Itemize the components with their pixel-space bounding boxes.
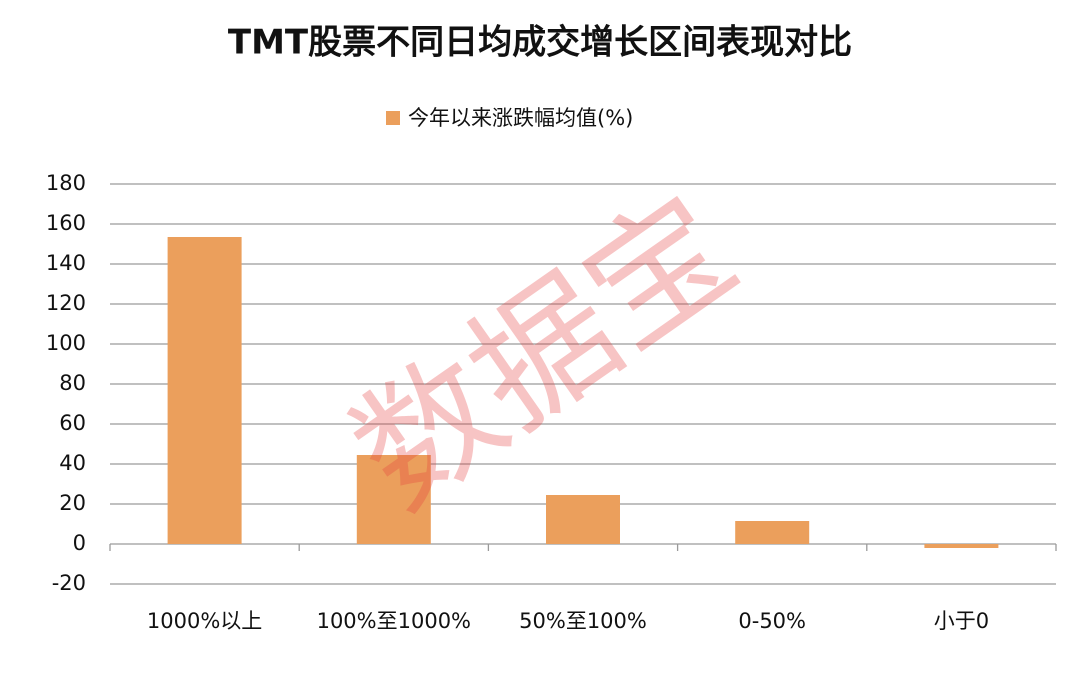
y-tick-label: 60: [59, 411, 86, 435]
bar: [546, 495, 620, 544]
y-tick-label: 80: [59, 371, 86, 395]
x-tick-label: 50%至100%: [519, 609, 647, 633]
y-tick-label: 120: [46, 291, 86, 315]
y-tick-label: 100: [46, 331, 86, 355]
x-tick-label: 1000%以上: [147, 609, 262, 633]
x-tick-label: 100%至1000%: [317, 609, 471, 633]
y-tick-label: 20: [59, 491, 86, 515]
y-tick-label: -20: [52, 571, 86, 595]
legend-swatch: [386, 111, 400, 125]
y-tick-label: 180: [46, 171, 86, 195]
bar: [924, 544, 999, 548]
y-tick-label: 140: [46, 251, 86, 275]
x-tick-label: 0-50%: [738, 609, 806, 633]
x-tick-label: 小于0: [934, 609, 989, 633]
bar: [735, 521, 810, 544]
watermark-text: 数据宝: [326, 165, 764, 539]
y-tick-label: 40: [59, 451, 86, 475]
y-tick-label: 160: [46, 211, 86, 235]
watermark: 数据宝: [326, 165, 764, 539]
bar: [167, 237, 242, 544]
y-tick-label: 0: [73, 531, 86, 555]
chart-title: TMT股票不同日均成交增长区间表现对比: [228, 23, 852, 63]
bar: [356, 455, 431, 544]
legend-label: 今年以来涨跌幅均值(%): [408, 106, 633, 130]
